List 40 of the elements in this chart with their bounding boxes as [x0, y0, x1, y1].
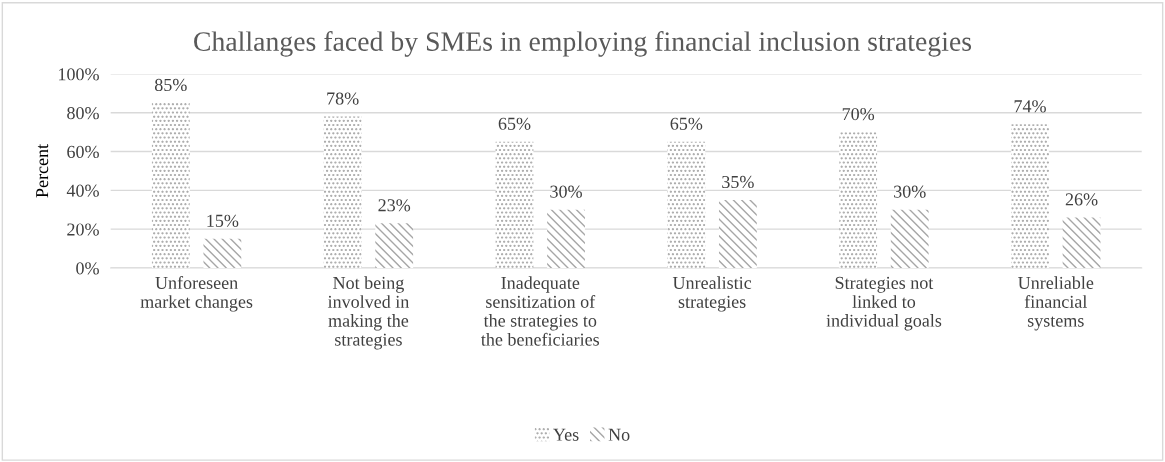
x-tick-label: Unreliable financial systems: [1018, 276, 1094, 331]
y-tick-label: 80%: [67, 106, 99, 120]
text: 70%: [842, 107, 875, 121]
text: 85%: [154, 78, 187, 92]
y-axis-title: Percent: [36, 143, 49, 198]
text: 65%: [670, 117, 703, 130]
text: 23%: [378, 199, 411, 212]
x-tick-label: Not being involved in making the strategies: [327, 276, 410, 350]
bar: [1011, 124, 1049, 268]
y-tick-label: 60%: [67, 145, 99, 159]
text: 26%: [1065, 193, 1098, 206]
bar: [495, 141, 534, 268]
bar: [375, 223, 414, 268]
chart-title: Challanges faced by SMEs in employing financial inclusion strategies: [194, 31, 972, 57]
text: 74%: [1014, 100, 1046, 113]
bar: [547, 209, 585, 268]
bar: [718, 200, 757, 268]
bar: [323, 116, 362, 268]
y-tick-label: 100%: [59, 68, 99, 81]
x-tick-label: Unrealistic strategies: [672, 276, 752, 312]
bar: [667, 141, 706, 268]
legend-label: No: [608, 428, 630, 441]
y-tick-label: 20%: [67, 223, 99, 236]
text: 35%: [722, 175, 754, 189]
text: 15%: [207, 214, 239, 227]
bar: [839, 132, 878, 268]
text: 78%: [327, 92, 359, 105]
x-tick-label: Inadequate sensitization of the strategies to the beneficiaries: [481, 276, 600, 346]
bar: [1062, 217, 1101, 268]
bar: [151, 103, 190, 268]
bar: [890, 209, 929, 268]
bar: [203, 238, 242, 268]
x-tick-label: Strategies not linked to individual goals: [826, 276, 942, 331]
legend-label: Yes: [553, 428, 579, 441]
text: 65%: [498, 117, 531, 130]
x-tick-label: Unforeseen market changes: [140, 276, 253, 312]
text: 30%: [894, 185, 926, 198]
text: 30%: [550, 185, 582, 198]
y-tick-label: 0%: [76, 262, 99, 275]
y-tick-label: 40%: [66, 184, 99, 197]
